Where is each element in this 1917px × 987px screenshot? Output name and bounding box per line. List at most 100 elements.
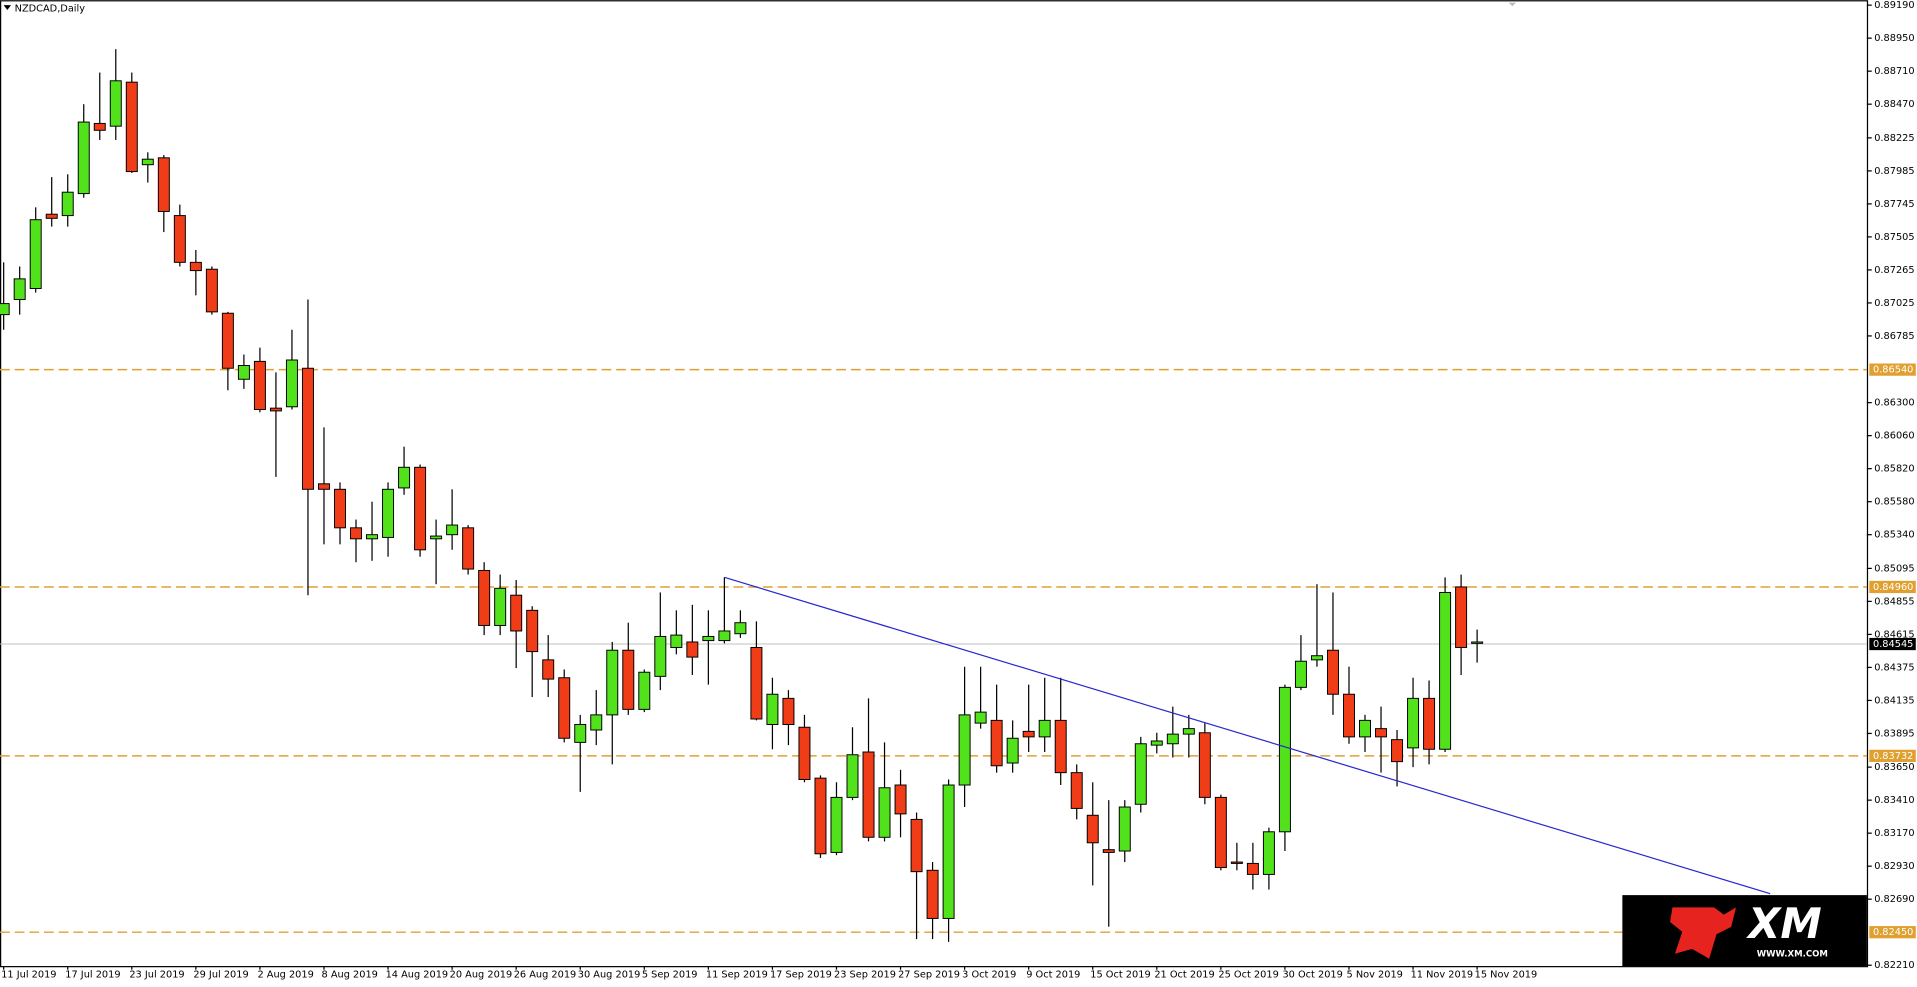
candle-body	[1198, 732, 1211, 798]
candle-body	[1246, 862, 1259, 875]
candle-body	[398, 466, 411, 489]
candle-body	[638, 671, 651, 710]
candle-body	[526, 609, 539, 653]
scroll-marker	[1508, 2, 1516, 7]
candle-body	[221, 312, 234, 369]
candle-body	[846, 754, 859, 798]
candle-body	[45, 213, 58, 219]
candle-body	[1086, 814, 1099, 844]
candle-body	[1423, 697, 1436, 750]
logo-box	[1622, 895, 1867, 967]
x-tick-label: 3 Oct 2019	[962, 970, 1016, 981]
candle-body	[0, 303, 10, 316]
candle-body	[334, 488, 346, 529]
candle-body	[253, 360, 266, 411]
candle-body	[478, 569, 491, 626]
candle-body	[1038, 719, 1051, 738]
candle-body	[317, 483, 330, 490]
candle-body	[1375, 728, 1388, 738]
candle-body	[974, 711, 987, 724]
candle-body	[894, 784, 907, 815]
y-tick-label: 0.87985	[1874, 166, 1914, 177]
candle-body	[542, 659, 555, 680]
candle-body	[958, 714, 971, 786]
candle-body	[1070, 772, 1083, 809]
y-tick-label: 0.85820	[1874, 464, 1914, 475]
candle-body	[93, 122, 106, 131]
y-tick-label: 0.87505	[1874, 232, 1914, 243]
candle-body	[1022, 730, 1035, 738]
candle-body	[430, 535, 443, 540]
y-tick-label: 0.85580	[1874, 497, 1914, 508]
y-tick-label: 0.87265	[1874, 265, 1914, 276]
logo: XM WWW.XM.COM	[1622, 895, 1867, 967]
level-label: 0.86540	[1873, 365, 1913, 376]
candle-body	[590, 714, 603, 731]
logo-url: WWW.XM.COM	[1757, 949, 1828, 959]
candle-body	[1214, 796, 1227, 869]
candle-body	[1230, 861, 1243, 864]
y-tick-label: 0.84375	[1874, 662, 1914, 673]
trendline	[724, 576, 1771, 895]
candle-body	[1407, 697, 1420, 749]
level-label-box	[1869, 749, 1916, 762]
logo-text: XM	[1745, 899, 1821, 948]
x-tick-label: 25 Oct 2019	[1218, 970, 1278, 981]
candle-body	[814, 777, 827, 855]
x-tick-label: 5 Sep 2019	[642, 970, 698, 981]
candle-body	[350, 527, 363, 540]
y-tick-label: 0.86300	[1874, 398, 1914, 409]
candle-body	[1359, 719, 1371, 738]
y-tick-label: 0.88470	[1874, 99, 1914, 110]
candle-body	[1166, 733, 1179, 745]
candle-body	[1343, 693, 1355, 738]
candle-body	[910, 818, 923, 873]
x-tick-label: 2 Aug 2019	[257, 970, 313, 981]
x-tick-label: 11 Jul 2019	[1, 970, 56, 981]
x-tick-label: 5 Nov 2019	[1347, 970, 1403, 981]
candle-body	[622, 649, 635, 710]
y-tick-label: 0.86785	[1874, 331, 1914, 342]
x-tick-label: 26 Aug 2019	[514, 970, 577, 981]
candle-body	[109, 80, 122, 127]
x-tick-label: 20 Aug 2019	[450, 970, 513, 981]
candle-body	[414, 466, 427, 551]
y-tick-label: 0.87745	[1874, 199, 1914, 210]
candle-body	[1471, 641, 1484, 644]
y-tick-label: 0.88710	[1874, 66, 1914, 77]
x-tick-label: 23 Jul 2019	[129, 970, 184, 981]
candle-body	[269, 407, 282, 412]
candle-body	[654, 635, 667, 677]
candle-body	[157, 157, 170, 212]
candle-body	[862, 751, 875, 838]
plot-frame	[0, 0, 1869, 968]
candle-body	[878, 787, 891, 838]
candle-body	[189, 261, 202, 272]
candle-body	[1182, 728, 1195, 735]
level-label-box	[1869, 926, 1916, 939]
candle-body	[382, 488, 395, 538]
candle-body	[926, 869, 939, 919]
x-tick-label: 11 Sep 2019	[706, 970, 768, 981]
candle-body	[1326, 649, 1339, 695]
level-label: 0.84960	[1873, 582, 1913, 593]
candle-body	[798, 726, 811, 781]
candle-body	[1118, 806, 1131, 852]
candle-body	[1006, 737, 1019, 764]
symbol-icon	[3, 5, 12, 10]
x-tick-label: 9 Oct 2019	[1026, 970, 1080, 981]
level-label: 0.82450	[1873, 927, 1913, 938]
candle-body	[1278, 686, 1291, 833]
y-tick-label: 0.85340	[1874, 530, 1914, 541]
y-tick-label: 0.82210	[1874, 960, 1914, 971]
chart-title: NZDCAD,Daily	[15, 4, 86, 15]
level-label-box	[1869, 363, 1916, 376]
candle-body	[558, 677, 571, 739]
candle-body	[1294, 660, 1307, 688]
candle-body	[237, 365, 250, 380]
y-tick-label: 0.83895	[1874, 728, 1914, 739]
x-tick-label: 27 Sep 2019	[898, 970, 960, 981]
candle-body	[766, 693, 779, 725]
x-tick-label: 14 Aug 2019	[386, 970, 449, 981]
